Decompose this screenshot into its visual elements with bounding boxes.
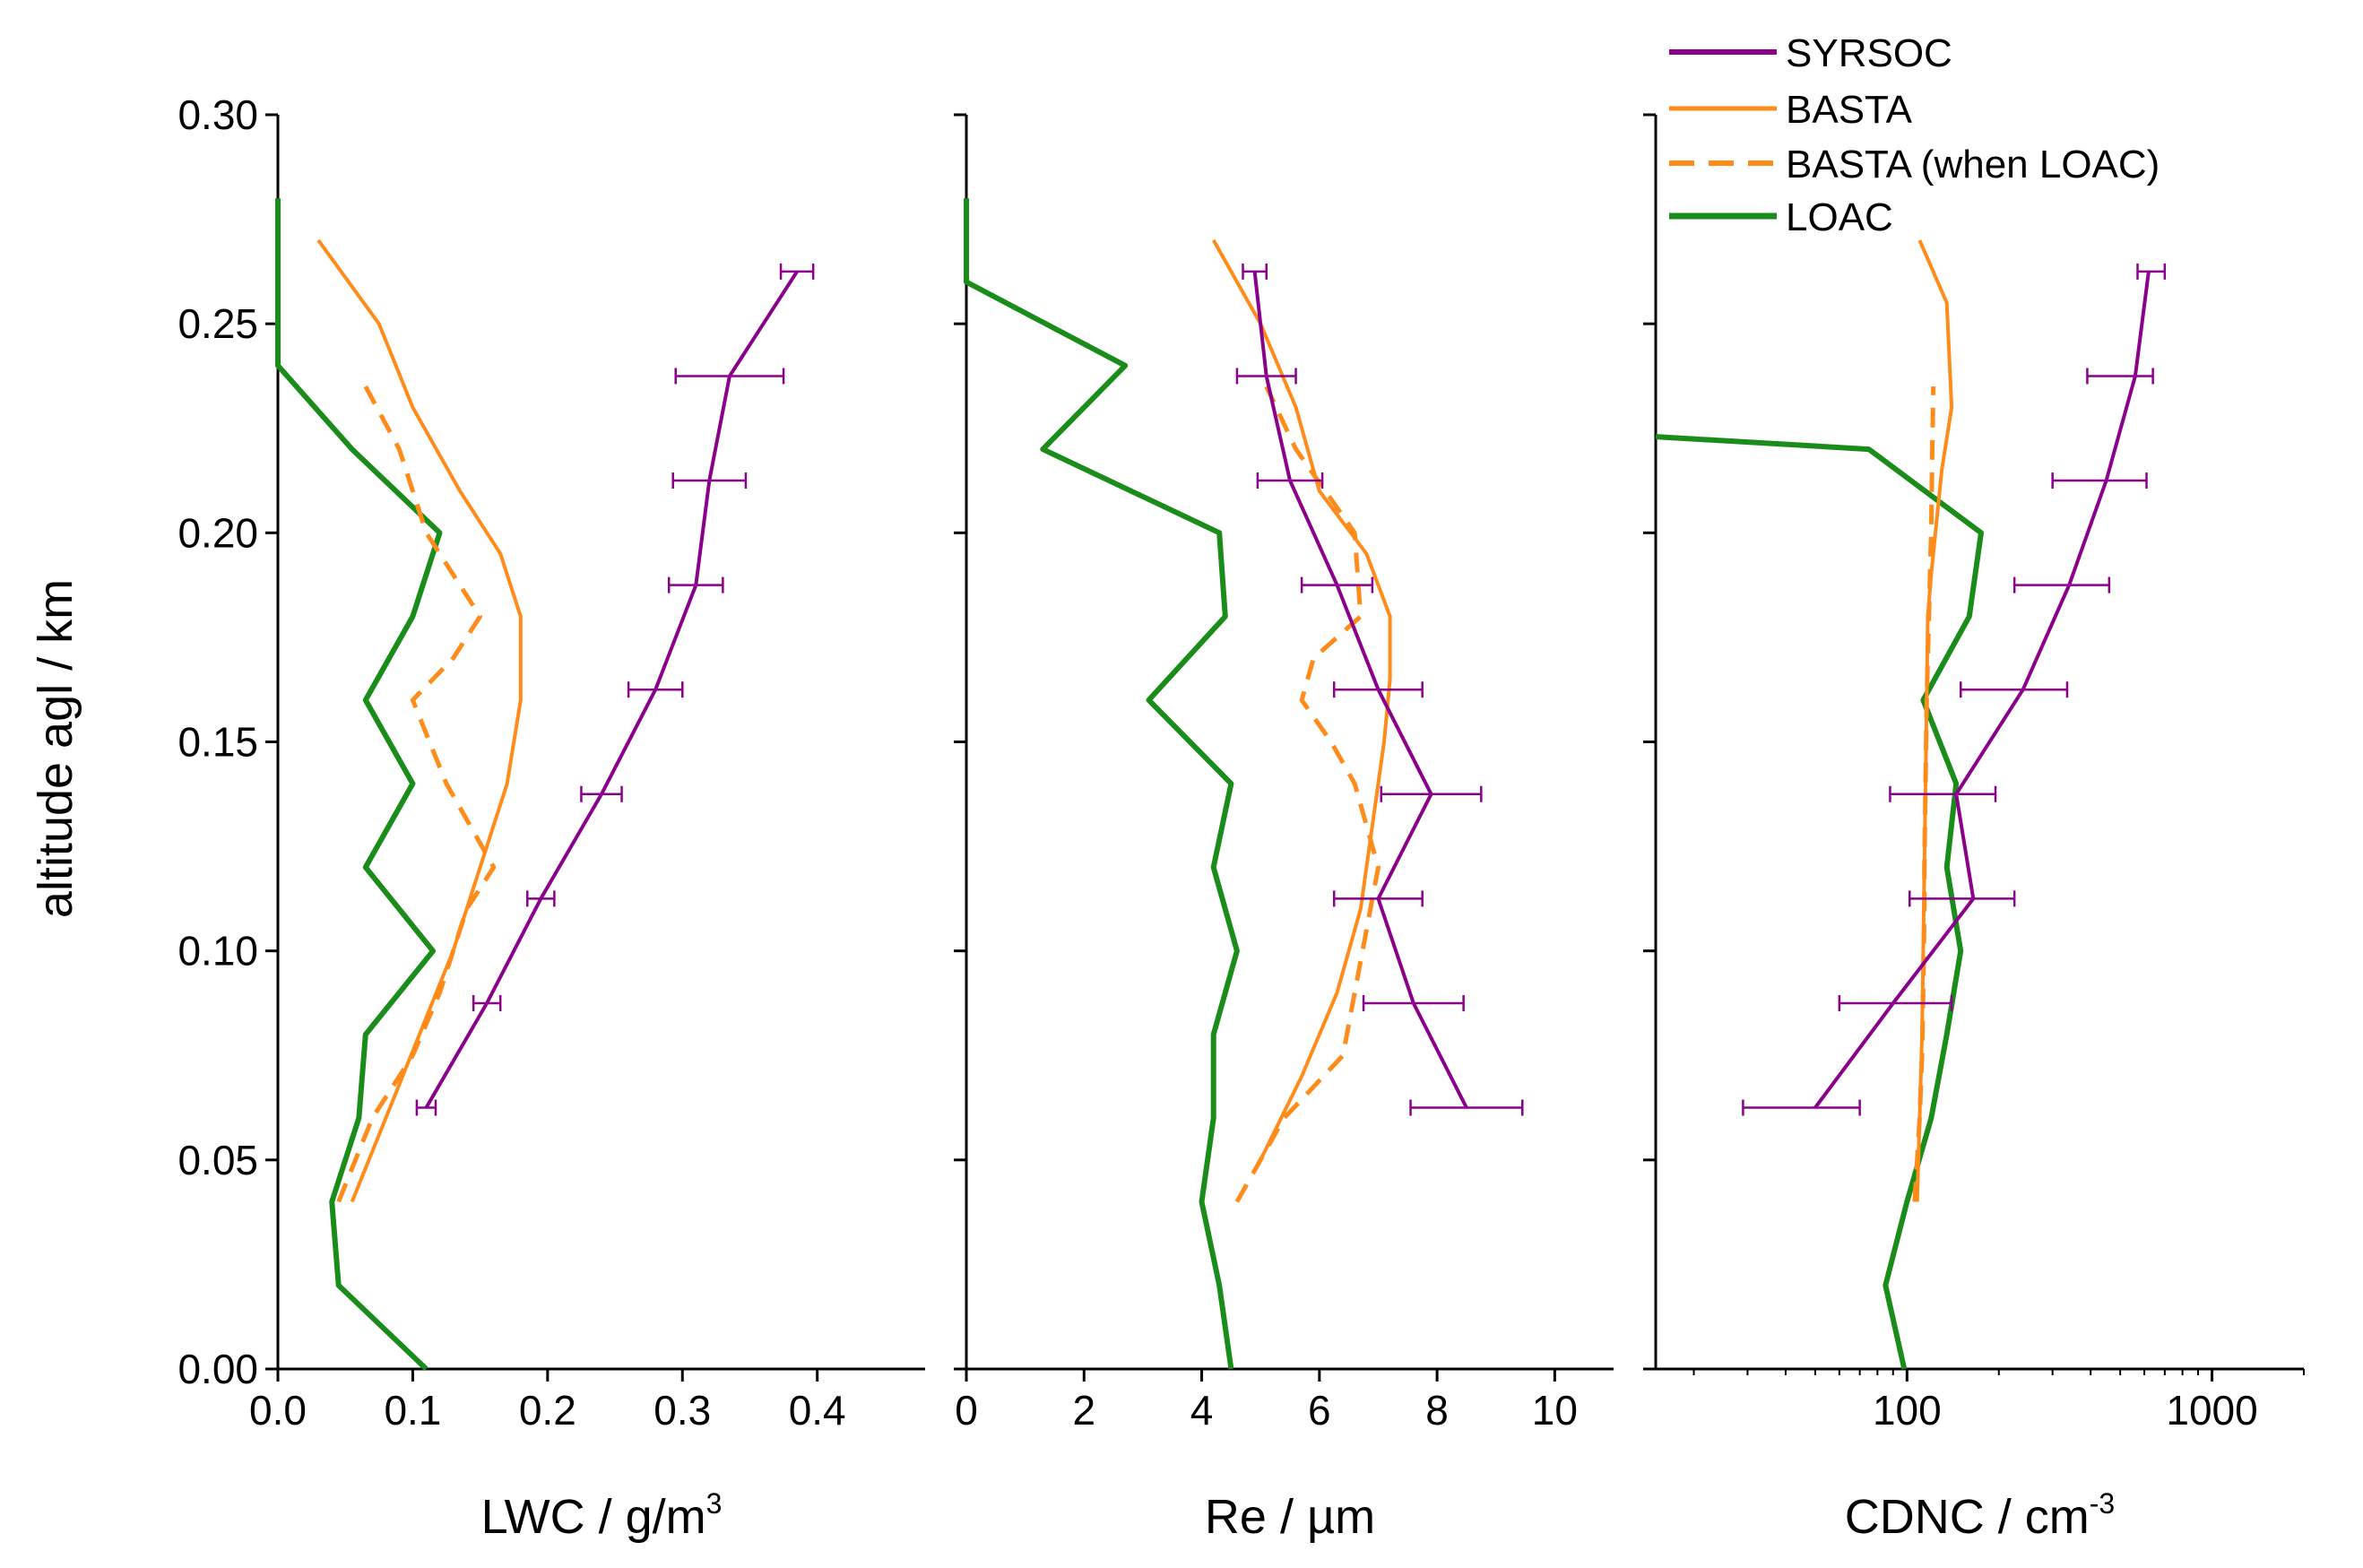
error-bar [1889,785,1997,802]
error-bar [415,1099,437,1116]
series-basta-when-loac [336,385,497,1203]
error-bar [2012,576,2111,593]
y-tick-label: 0.10 [177,928,258,975]
series-loac [964,198,1240,1370]
error-bar [1742,1099,1861,1116]
error-bar [2086,368,2154,385]
y-axis-title: altitude agl / km [29,579,82,918]
series-loac [275,198,443,1372]
legend-label-syrsoc: SYRSOC [1786,31,1952,75]
panel-lwc: 0.00 0.05 0.10 0.15 0.20 0.25 0.30 0.0 0.1 0.2 0.3… [177,91,925,1544]
error-bar [1838,994,1953,1011]
legend-label-loac: LOAC [1786,195,1893,239]
x-tick-label: 0.2 [519,1387,576,1434]
error-bar [779,263,815,280]
series-line-syrsoc [424,270,799,1109]
x-tick-label: 0.4 [789,1387,846,1434]
error-bar [671,472,748,489]
error-bar [2051,472,2148,489]
x-tick-label: 4 [1190,1387,1214,1434]
y-tick-label: 0.30 [177,91,258,138]
error-bar [1256,472,1324,489]
x-axis-title: LWC / g/m3 [481,1487,723,1544]
x-axis-title-superscript: -3 [2090,1487,2115,1520]
panel-re: 0 2 4 6 8 10 Re / µm [954,113,1614,1544]
series-basta-when-loac [1912,386,1936,1202]
error-bar [1409,1099,1524,1116]
y-tick-label: 0.05 [177,1137,258,1183]
error-bar [526,890,556,907]
error-bar [1380,785,1483,802]
legend: SYRSOC BASTA BASTA (when LOAC) LOAC [1669,31,2160,239]
legend-label-basta: BASTA [1786,88,1913,132]
x-axis-title-superscript: 3 [706,1487,723,1520]
series-basta [316,238,523,1203]
series-line-loac [275,198,443,1372]
error-bar [1362,994,1465,1011]
series-basta-when-loac [1234,386,1381,1203]
error-bar [1242,263,1268,280]
error-bar [1959,681,2069,698]
series-line-basta-when-loac [1234,386,1381,1203]
error-bar [1909,890,2016,907]
x-tick-label: 8 [1425,1387,1449,1434]
series-line-loac [964,198,1240,1370]
x-tick-label: 0.3 [654,1387,711,1434]
series-basta [1211,238,1392,1161]
error-bar [627,681,684,698]
x-tick-label: 1000 [2166,1387,2257,1434]
x-tick-label: 0 [955,1387,978,1434]
error-bar [1332,890,1424,907]
error-bar [472,994,502,1011]
x-tick-label: 0.1 [384,1387,441,1434]
error-bar [2136,263,2167,280]
error-bar [667,576,724,593]
error-bar [1300,576,1374,593]
y-tick-label: 0.00 [177,1346,258,1392]
series-syrsoc [1742,263,2167,1116]
x-tick-label: 10 [1532,1387,1578,1434]
series-syrsoc [415,263,815,1116]
series-loac [1655,434,1984,1370]
x-axis-title: CDNC / cm-3 [1845,1487,2115,1544]
error-bar [674,368,785,385]
panel-cdnc: 100 1000 CDNC / cm-3 [1643,113,2305,1544]
y-tick-label: 0.15 [177,719,258,766]
panels: 0.000.050.100.150.200.250.300.0 0.1 0.2 0.3… [177,91,2305,1544]
x-axis-title: Re / µm [1205,1490,1375,1544]
y-tick-label: 0.20 [177,509,258,556]
x-tick-label: 0.0 [249,1387,307,1434]
error-bar [1235,368,1297,385]
x-tick-label: 6 [1308,1387,1331,1434]
x-tick-label: 2 [1072,1387,1095,1434]
y-tick-label: 0.25 [177,300,258,347]
error-bar [580,785,623,802]
series-syrsoc [1235,263,1524,1116]
error-bar [1332,681,1424,698]
x-tick-label: 100 [1873,1387,1942,1434]
legend-label-basta-when-loac: BASTA (when LOAC) [1786,143,2160,186]
